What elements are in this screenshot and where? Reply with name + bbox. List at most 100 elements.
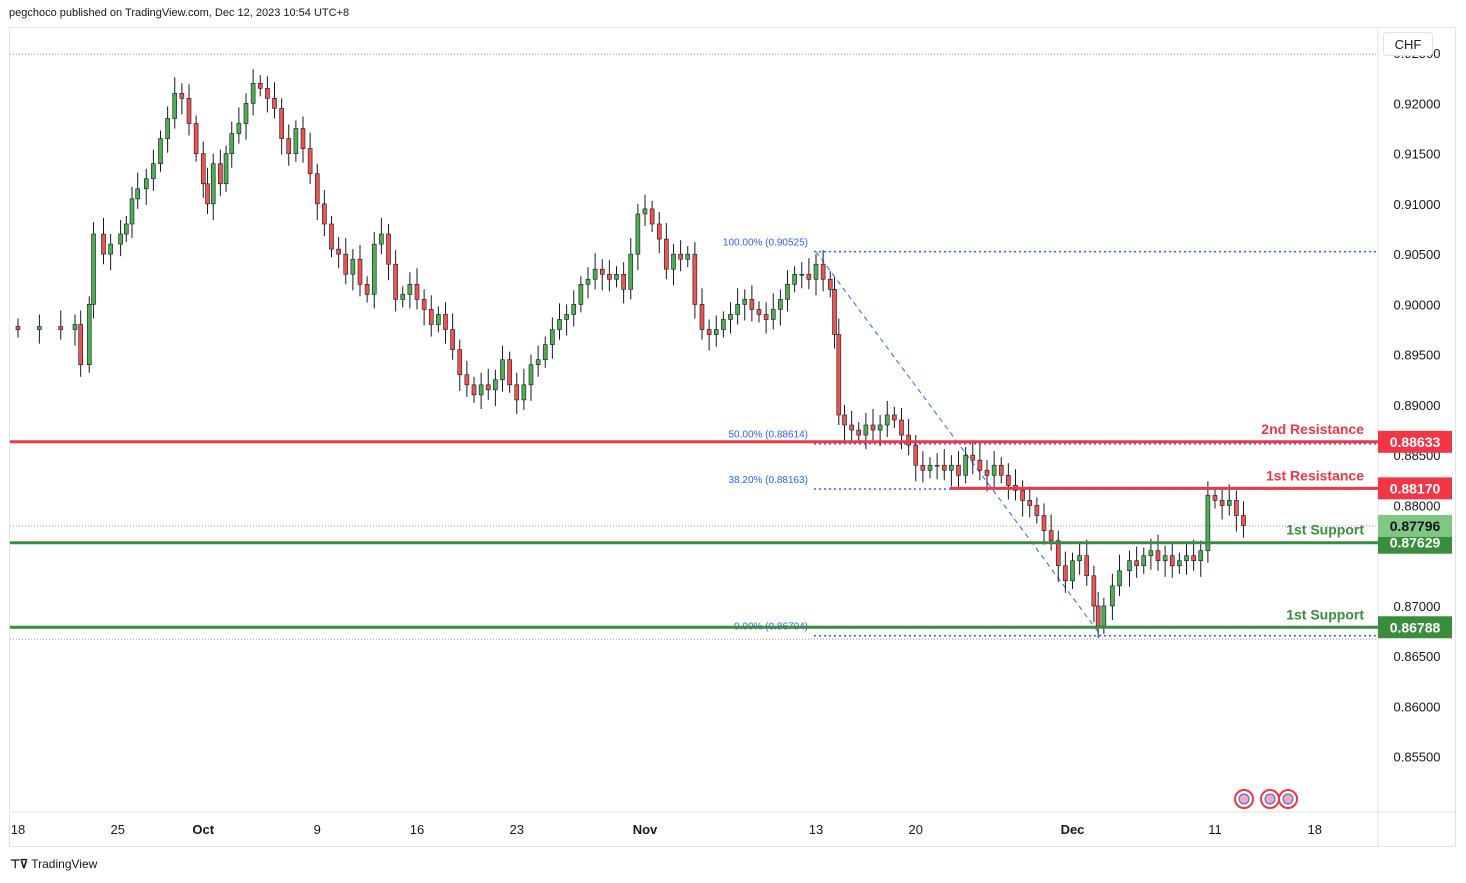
candle-body <box>118 233 123 245</box>
y-tick-label: 0.85500 <box>1394 750 1441 765</box>
tradingview-logo-icon: ⊤⊽ <box>10 857 28 871</box>
level-price-tag <box>1378 477 1452 500</box>
candle-body <box>842 414 847 426</box>
candle-body <box>86 304 92 366</box>
candle-body <box>135 188 140 200</box>
x-tick-label: 23 <box>510 822 524 837</box>
candle-body <box>956 464 961 476</box>
level-price-label: 0.87629 <box>1390 535 1441 551</box>
candle-body <box>1041 515 1047 531</box>
y-tick-label: 0.89500 <box>1394 348 1441 363</box>
y-tick-label: 0.90000 <box>1394 297 1441 312</box>
y-tick-label: 0.92000 <box>1394 96 1441 111</box>
candle-body <box>300 128 306 149</box>
candle-body <box>1226 500 1232 506</box>
level-price-tag <box>1378 616 1452 639</box>
candle-body <box>970 454 976 461</box>
candle-body <box>749 299 755 310</box>
candle-body <box>1055 540 1061 567</box>
candle-body <box>550 329 555 345</box>
candle-body <box>571 304 577 315</box>
candle-body <box>614 273 619 280</box>
candle-body <box>15 326 21 330</box>
candle-body <box>1048 530 1054 541</box>
candle-body <box>357 258 363 285</box>
candle-body <box>471 384 477 396</box>
level-name-label: 1st Support <box>1286 606 1364 622</box>
candle-body <box>1070 560 1075 582</box>
candle-body <box>1063 565 1068 582</box>
candle-body <box>186 98 192 124</box>
tradingview-brand[interactable]: ⊤⊽ TradingView <box>10 857 97 871</box>
level-price-label: 0.88633 <box>1390 434 1441 450</box>
chart-frame <box>9 27 1456 847</box>
candle-body <box>414 284 420 300</box>
candle-body <box>621 273 626 290</box>
candle-body <box>165 118 170 139</box>
currency-selector[interactable]: CHF <box>1383 32 1433 56</box>
candle-body <box>1184 555 1189 562</box>
level-price-label: 0.88170 <box>1390 480 1441 496</box>
candle-body <box>314 173 320 205</box>
candle-body <box>706 329 712 335</box>
candle-body <box>464 374 470 386</box>
candle-body <box>37 326 42 330</box>
candle-body <box>521 384 527 401</box>
candle-body <box>984 469 990 476</box>
candle-body <box>763 314 769 320</box>
candle-body <box>205 183 210 205</box>
candle-body <box>393 263 398 300</box>
level-price-tag <box>1378 430 1452 453</box>
candle-body <box>756 309 762 315</box>
candle-body <box>1162 555 1168 562</box>
candle-body <box>792 273 797 285</box>
candle-body <box>585 278 591 285</box>
candle-body <box>728 314 733 320</box>
candle-body <box>949 464 954 471</box>
candle-body <box>91 233 96 305</box>
candle-body <box>210 163 216 205</box>
candle-body <box>218 163 223 185</box>
candle-body <box>179 93 185 99</box>
candle-body <box>507 359 512 386</box>
candle-body <box>329 223 334 250</box>
candle-body <box>421 299 427 310</box>
candle-body <box>1034 505 1040 516</box>
candle-body <box>542 344 548 360</box>
candle-body <box>265 88 270 99</box>
candle-body <box>229 133 235 154</box>
candle-body <box>450 329 455 350</box>
candle-body <box>892 414 897 421</box>
candle-body <box>1241 515 1246 526</box>
candle-body <box>386 233 391 265</box>
candle-body <box>678 253 683 260</box>
candle-body <box>820 263 826 280</box>
x-tick-label: 11 <box>1208 822 1222 837</box>
candle-body <box>493 379 498 391</box>
y-tick-label: 0.91500 <box>1394 147 1441 162</box>
candle-body <box>735 304 740 315</box>
candle-body <box>578 284 584 305</box>
candle-body <box>151 163 156 180</box>
candle-body <box>1095 605 1101 627</box>
candle-body <box>692 253 698 305</box>
candle-body <box>1027 500 1033 506</box>
candle-body <box>514 384 520 401</box>
fib-level-label: 38.20% (0.88163) <box>728 475 808 486</box>
candle-body <box>407 284 413 295</box>
candle-body <box>963 454 968 476</box>
level-price-label: 0.86788 <box>1390 619 1441 635</box>
candle-body <box>250 82 256 104</box>
x-tick-label: 18 <box>1308 822 1322 837</box>
candle-body <box>1234 500 1239 516</box>
candle-body <box>863 424 869 436</box>
y-tick-label: 0.91000 <box>1394 197 1441 212</box>
candle-body <box>941 464 947 471</box>
candle-body <box>1117 570 1122 587</box>
x-tick-label: Nov <box>633 822 658 837</box>
candle-body <box>236 123 242 134</box>
candle-body <box>436 314 441 325</box>
x-tick-label: Oct <box>192 822 214 837</box>
y-tick-label: 0.88000 <box>1394 498 1441 513</box>
